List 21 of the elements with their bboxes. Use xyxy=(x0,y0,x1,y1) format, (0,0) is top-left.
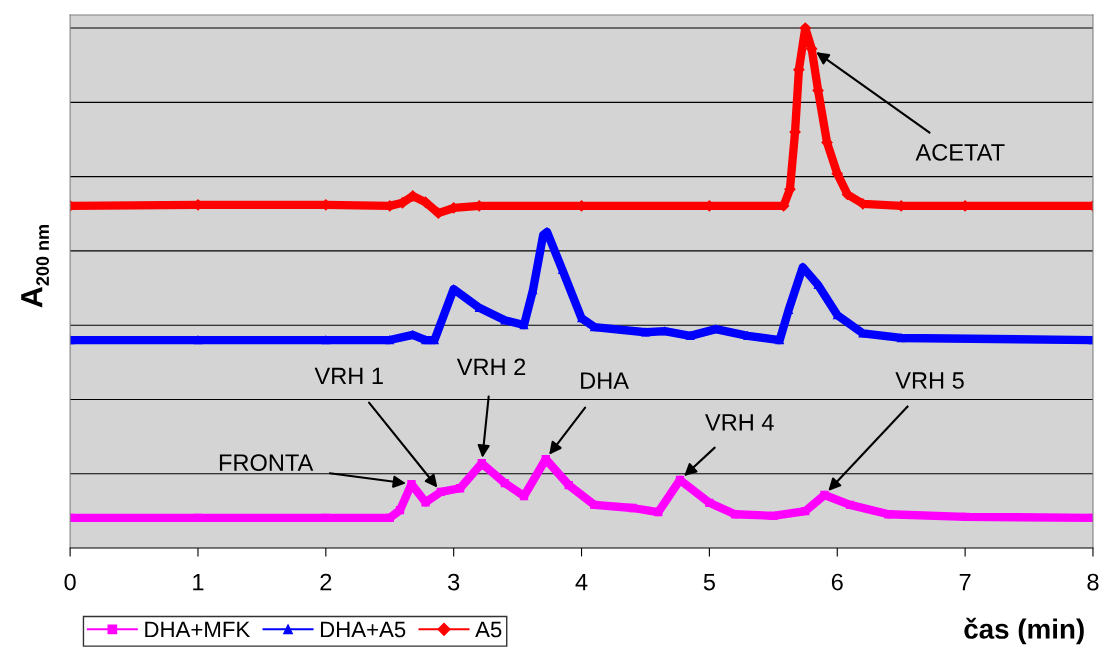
x-tick-label: 5 xyxy=(703,573,715,591)
annotation: ACETAT xyxy=(915,144,1005,161)
annotation: VRH 4 xyxy=(705,414,774,431)
x-tick-label: 0 xyxy=(64,573,76,591)
x-tick-label: 2 xyxy=(320,573,332,591)
x-tick-label: 7 xyxy=(959,573,971,591)
y-axis-title: A200 nm xyxy=(21,225,50,308)
legend-label: DHA+MFK xyxy=(145,621,251,638)
x-tick-label: 8 xyxy=(1087,573,1099,591)
x-axis-title: čas (min) xyxy=(964,617,1084,645)
x-tick-label: 3 xyxy=(448,573,460,591)
annotation: DHA xyxy=(581,372,629,389)
x-tick-label: 6 xyxy=(831,573,843,591)
annotation: FRONTA xyxy=(219,454,314,471)
annotation: VRH 2 xyxy=(456,358,526,375)
annotation: VRH 5 xyxy=(895,372,964,389)
legend-label: A5 xyxy=(475,621,502,638)
x-tick-label: 1 xyxy=(193,573,204,591)
annotation: VRH 1 xyxy=(314,367,383,385)
x-tick-label: 4 xyxy=(575,573,588,591)
legend-label: DHA+A5 xyxy=(320,621,406,638)
